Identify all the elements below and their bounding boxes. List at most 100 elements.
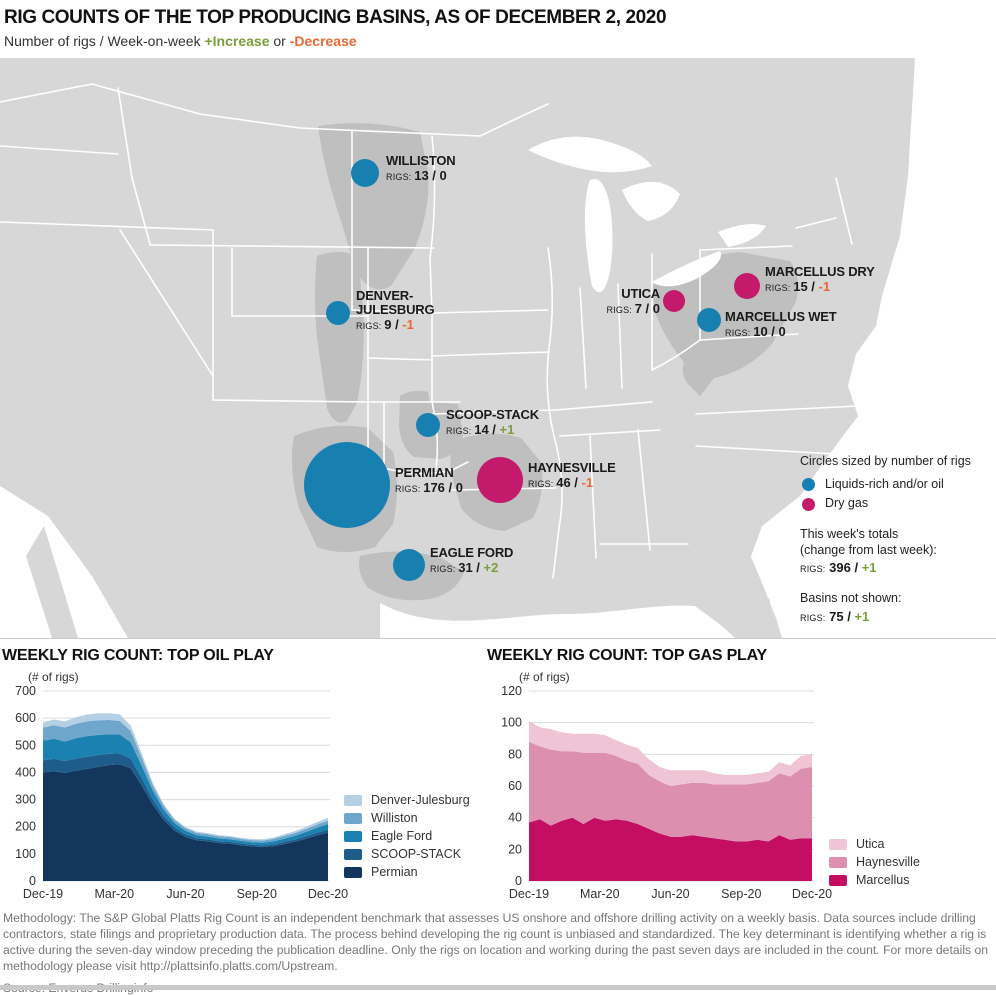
basin-circle-marcellus-dry [734,273,760,299]
legend-item-oil: Liquids-rich and/or oil [800,477,992,493]
totals-rigs-value: 396 [829,560,851,576]
basin-name-utica: UTICA [621,286,660,301]
totals-title: This week's totals [800,526,899,541]
separator: / [843,609,855,624]
change-value: 0 [778,323,786,339]
y-tick-60: 60 [508,779,522,793]
increase-label: +Increase [204,33,270,49]
area-series-utica [529,721,812,786]
gas-chart-legend: Utica Haynesville Marcellus [829,835,920,889]
legend-label-haynesville: Haynesville [856,855,920,869]
oil-chart-title: WEEKLY RIG COUNT: TOP OIL PLAY [2,647,274,664]
legend-label-eagle-ford: Eagle Ford [371,829,433,843]
rigs-value: 10 [753,323,768,339]
totals-subtitle: (change from last week): [800,542,937,557]
map-legend-title: Circles sized by number of rigs [800,454,971,468]
bottom-bar [0,985,996,990]
x-tick-dec-19: Dec-19 [509,887,549,901]
lake-michigan [584,179,613,293]
area-series-marcellus [529,817,812,881]
header: RIG COUNTS OF THE TOP PRODUCING BASINS, … [0,0,996,58]
oil-dot-icon [802,477,815,491]
legend-item-scoop-stack: SCOOP-STACK [344,845,470,863]
basin-rigs-utica: RIGS: 7 / 0 [606,300,660,316]
change-value: -1 [402,316,414,332]
separator: / [488,421,500,437]
map-section: WILLISTON RIGS: 13 / 0 DENVER- JULESBURG RI… [0,58,996,638]
not-shown-rigs-value: 75 [829,609,844,624]
not-shown-title: Basins not shown: [800,591,902,606]
basin-name-marcellus-dry: MARCELLUS DRY [765,264,875,279]
change-value: 0 [439,167,447,183]
rigs-value: 7 [634,300,642,316]
subtitle: Number of rigs / Week-on-week +Increase … [4,33,996,49]
gas-legend-label: Dry gas [825,496,869,511]
y-tick-40: 40 [508,811,522,825]
rigs-prefix: RIGS: [356,320,385,331]
gas-dot-icon [802,497,815,511]
basin-circles [304,159,760,581]
x-tick-jun-20: Jun-20 [651,887,689,901]
gas-chart-title: WEEKLY RIG COUNT: TOP GAS PLAY [487,647,767,664]
y-tick-300: 300 [15,793,36,807]
basin-circle-williston [351,159,379,187]
legend-swatch-marcellus [829,874,847,886]
separator: / [570,474,582,490]
x-tick-dec-20: Dec-20 [792,887,832,901]
rigs-prefix: RIGS: [800,564,826,575]
x-tick-jun-20: Jun-20 [166,887,204,901]
legend-item-haynesville: Haynesville [829,853,920,871]
change-value: -1 [581,474,594,490]
basin-label-permian: PERMIAN RIGS: 176 / 0 [395,466,463,495]
area-series-permian [43,764,328,881]
rigs-prefix: RIGS: [386,171,415,182]
basin-label-scoop-stack: SCOOP-STACK RIGS: 14 / +1 [446,408,539,437]
charts-section: WEEKLY RIG COUNT: TOP OIL PLAY (# of rig… [0,638,996,906]
basin-label-utica: UTICA RIGS: 7 / 0 [606,287,660,316]
basin-name-permian: PERMIAN [395,465,454,480]
basin-label-williston: WILLISTON RIGS: 13 / 0 [386,154,456,183]
legend-swatch-eagle-ford [344,830,362,842]
y-tick-0: 0 [29,874,36,888]
y-tick-120: 120 [501,684,522,698]
lake-superior [528,136,652,173]
rigs-prefix: RIGS: [606,304,635,315]
legend-label-williston: Williston [371,811,418,825]
gas-chart-plot: 0 20 40 60 80 100 120 Dec-19 Mar-20 Jun-20 Sep-20 D… [501,684,832,901]
basin-rigs-permian: RIGS: 176 / 0 [395,479,463,495]
legend-item-denver-julesburg: Denver-Julesburg [344,791,470,809]
basin-rigs-marcellus-dry: RIGS: 15 / -1 [765,278,875,294]
separator: / [391,316,403,332]
rigs-value: 176 [423,479,445,495]
basin-label-eagle-ford: EAGLE FORD RIGS: 31 / +2 [430,546,513,575]
rigs-value: 15 [793,278,808,294]
basin-circle-haynesville [477,457,523,503]
basin-circle-scoop-stack [416,413,440,437]
legend-label-scoop-stack: SCOOP-STACK [371,847,462,861]
x-tick-mar-20: Mar-20 [94,887,134,901]
basin-circle-marcellus-wet [697,308,721,332]
area-series-eagle-ford [43,734,328,846]
legend-item-utica: Utica [829,835,920,853]
rigs-prefix: RIGS: [765,282,794,293]
basin-label-marcellus-dry: MARCELLUS DRY RIGS: 15 / -1 [765,265,875,294]
basin-name-haynesville: HAYNESVILLE [528,460,616,475]
change-value: +1 [499,421,515,437]
y-tick-400: 400 [15,765,36,779]
basin-label-haynesville: HAYNESVILLE RIGS: 46 / -1 [528,461,616,490]
legend-swatch-scoop-stack [344,848,362,860]
separator: / [444,479,456,495]
totals-change-value: +1 [861,560,877,576]
y-tick-600: 600 [15,711,36,725]
legend-label-denver-julesburg: Denver-Julesburg [371,793,470,807]
or-label: or [273,33,286,49]
y-tick-700: 700 [15,684,36,698]
x-tick-dec-20: Dec-20 [308,887,348,901]
legend-label-permian: Permian [371,865,418,879]
lake-huron [622,181,680,221]
rigs-value: 9 [384,316,392,332]
separator: / [767,323,779,339]
legend-item-permian: Permian [344,863,470,881]
basin-circle-eagle-ford [393,549,425,581]
x-tick-sep-20: Sep-20 [237,887,277,901]
